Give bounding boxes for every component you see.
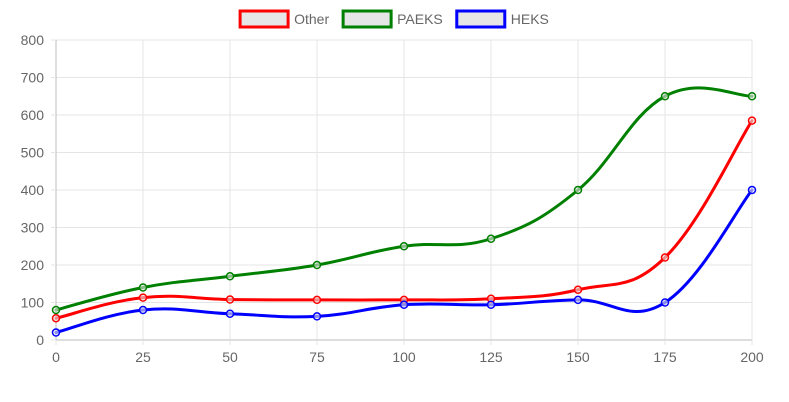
data-point[interactable] [225,295,235,304]
data-point[interactable] [312,312,322,321]
data-point[interactable] [312,260,322,270]
legend-item-other[interactable]: Other [238,9,329,29]
y-tick-label: 800 [21,32,45,48]
series-paeks [51,86,757,315]
data-point[interactable] [225,309,235,318]
y-tick-label: 600 [21,107,45,123]
x-tick-label: 50 [222,349,238,365]
data-point[interactable] [573,185,583,195]
y-tick-label: 300 [21,220,45,236]
x-tick-label: 100 [392,349,416,365]
data-point[interactable] [51,305,61,315]
legend[interactable]: Other PAEKS HEKS [238,9,549,29]
x-tick-label: 200 [740,349,764,365]
legend-swatch [455,9,507,29]
y-tick-label: 100 [21,295,45,311]
data-point[interactable] [51,314,61,323]
y-tick-label: 200 [21,257,45,273]
data-point[interactable] [573,295,583,305]
legend-label: HEKS [511,11,549,27]
series-line [54,188,754,334]
data-point[interactable] [399,300,409,309]
legend-swatch [238,9,290,29]
x-tick-label: 25 [135,349,151,365]
series-lines [51,86,757,337]
y-axis-ticks: 0 100 200 300 400 500 600 700 800 [21,32,56,348]
legend-item-paeks[interactable]: PAEKS [341,9,443,29]
x-tick-label: 150 [566,349,590,365]
data-point[interactable] [312,295,322,305]
data-point[interactable] [747,92,757,101]
legend-swatch [341,9,393,29]
data-point[interactable] [486,300,496,309]
x-axis-ticks: 0 25 50 75 100 125 150 175 200 [52,340,764,365]
data-point[interactable] [399,242,409,251]
data-point[interactable] [51,328,61,337]
x-tick-label: 175 [653,349,677,365]
legend-item-heks[interactable]: HEKS [455,9,549,29]
grid [56,39,753,340]
data-point[interactable] [573,285,583,294]
x-tick-label: 75 [309,349,325,365]
data-point[interactable] [225,272,235,281]
legend-label: PAEKS [397,11,443,27]
y-tick-label: 700 [21,70,45,86]
y-tick-label: 400 [21,182,45,198]
data-point[interactable] [747,185,757,195]
x-tick-label: 0 [52,349,60,365]
legend-label: Other [294,11,329,27]
y-tick-label: 500 [21,145,45,161]
data-point[interactable] [660,298,670,307]
data-point[interactable] [138,283,148,292]
series-line [54,86,754,312]
series-line [54,119,754,320]
series-heks [51,185,757,337]
data-point[interactable] [138,293,148,302]
data-point[interactable] [138,305,148,315]
data-point[interactable] [660,253,670,262]
data-point[interactable] [660,92,670,101]
x-tick-label: 125 [479,349,503,365]
y-tick-label: 0 [36,332,44,348]
data-point[interactable] [486,234,496,243]
data-point[interactable] [747,116,757,125]
